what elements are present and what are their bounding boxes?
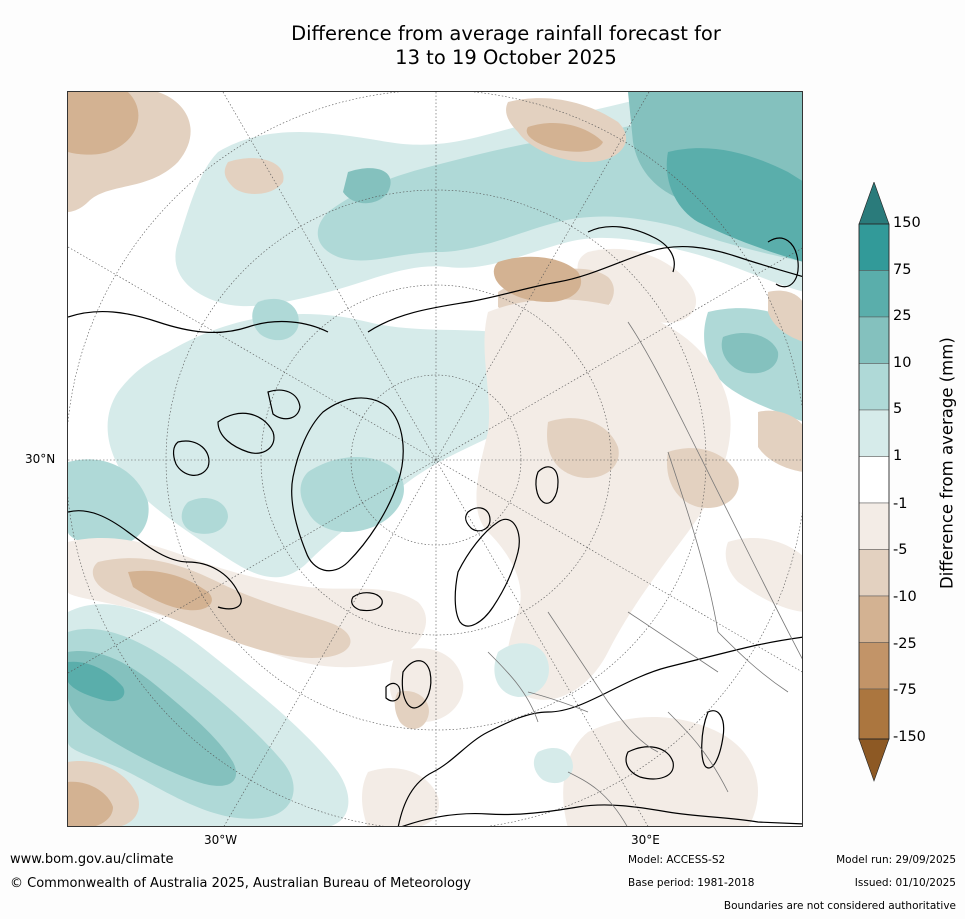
colorbar-bin-m150-m75: [858, 688, 890, 740]
base-period: Base period: 1981-2018: [628, 877, 755, 889]
model-run-date: Model run: 29/09/2025: [836, 854, 956, 866]
colorbar-bin-m5-m1: [858, 502, 890, 550]
colorbar-tick: -1: [893, 496, 908, 512]
colorbar-bin-m75-m25: [858, 642, 890, 690]
colorbar-tick: 150: [893, 215, 921, 231]
colorbar-bin-m10-m5: [858, 549, 890, 597]
colorbar-bin-75-150: [858, 223, 890, 271]
colorbar-tick: -75: [893, 682, 917, 698]
copyright-text: © Commonwealth of Australia 2025, Austra…: [10, 876, 471, 891]
colorbar-bottom-extension: [858, 738, 890, 782]
colorbar: [858, 182, 890, 782]
colorbar-bin-neutral: [858, 456, 890, 504]
colorbar-tick: -5: [893, 542, 908, 558]
longitude-label-west: 30°W: [204, 833, 238, 847]
colorbar-tick: -10: [893, 589, 917, 605]
boundaries-disclaimer: Boundaries are not considered authoritat…: [723, 900, 956, 912]
website-link[interactable]: www.bom.gov.au/climate: [10, 852, 174, 867]
map-panel: [67, 91, 803, 827]
title-line-2: 13 to 19 October 2025: [395, 46, 617, 69]
issued-date: Issued: 01/10/2025: [854, 877, 956, 889]
latitude-label: 30°N: [25, 452, 56, 466]
longitude-label-east: 30°E: [631, 833, 660, 847]
chart-title: Difference from average rainfall forecas…: [170, 22, 842, 70]
colorbar-tick: 25: [893, 308, 912, 324]
colorbar-top-extension: [858, 182, 890, 225]
model-name: Model: ACCESS-S2: [628, 854, 726, 866]
colorbar-title: Difference from average (mm): [937, 337, 957, 589]
colorbar-bin-25-75: [858, 270, 890, 318]
title-line-1: Difference from average rainfall forecas…: [291, 22, 721, 45]
colorbar-bin-1-5: [858, 409, 890, 457]
colorbar-tick: 75: [893, 262, 912, 278]
colorbar-bin-5-10: [858, 363, 890, 411]
colorbar-tick: 10: [893, 355, 912, 371]
rainfall-anomaly-map: [68, 92, 802, 826]
colorbar-bin-m25-m10: [858, 595, 890, 643]
colorbar-tick: 5: [893, 401, 903, 417]
colorbar-tick: 1: [893, 448, 903, 464]
colorbar-bin-10-25: [858, 316, 890, 364]
colorbar-tick: -25: [893, 636, 917, 652]
colorbar-tick: -150: [893, 729, 926, 745]
